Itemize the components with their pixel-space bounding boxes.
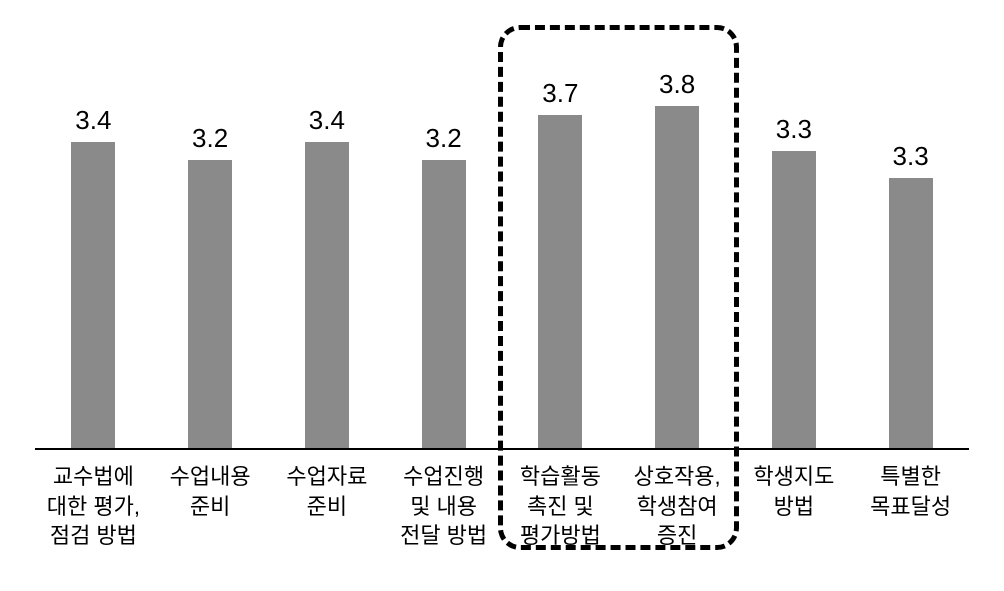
bar [71,142,115,448]
bar [772,151,816,448]
bar-label: 상호작용, 학생참여 증진 [619,462,735,551]
bar-value: 3.2 [192,123,228,154]
bar [188,160,232,448]
bar [422,160,466,448]
bar-value: 3.3 [893,141,929,172]
bar [538,115,582,448]
bar [655,106,699,448]
bar-wrapper: 3.7 [502,30,618,448]
bar-label: 수업내용 준비 [152,462,268,551]
bar [889,178,933,448]
plot-area: 3.4 3.2 3.4 3.2 3.7 3.8 3.3 3.3 [35,30,969,450]
bar-label: 학습활동 촉진 및 평가방법 [502,462,618,551]
bar-wrapper: 3.4 [269,30,385,448]
bar-wrapper: 3.3 [736,30,852,448]
bar-value: 3.4 [75,105,111,136]
bar-label: 특별한 목표달성 [853,462,969,551]
bar-label: 수업자료 준비 [269,462,385,551]
bar-value: 3.7 [542,78,578,109]
bar-label: 학생지도 방법 [736,462,852,551]
bar-wrapper: 3.2 [152,30,268,448]
bar-value: 3.4 [309,105,345,136]
bar [305,142,349,448]
bar-value: 3.8 [659,69,695,100]
bar-value: 3.3 [776,114,812,145]
bar-chart: 3.4 3.2 3.4 3.2 3.7 3.8 3.3 3.3 교수법에 대한 평가, 점검 … [35,30,969,560]
bars-row: 3.4 3.2 3.4 3.2 3.7 3.8 3.3 3.3 [35,30,969,448]
bar-label: 교수법에 대한 평가, 점검 방법 [35,462,151,551]
bar-wrapper: 3.3 [853,30,969,448]
bar-wrapper: 3.2 [386,30,502,448]
bar-wrapper: 3.4 [35,30,151,448]
bar-wrapper: 3.8 [619,30,735,448]
labels-row: 교수법에 대한 평가, 점검 방법수업내용 준비수업자료 준비수업진행 및 내용… [35,462,969,551]
bar-label: 수업진행 및 내용 전달 방법 [386,462,502,551]
bar-value: 3.2 [426,123,462,154]
